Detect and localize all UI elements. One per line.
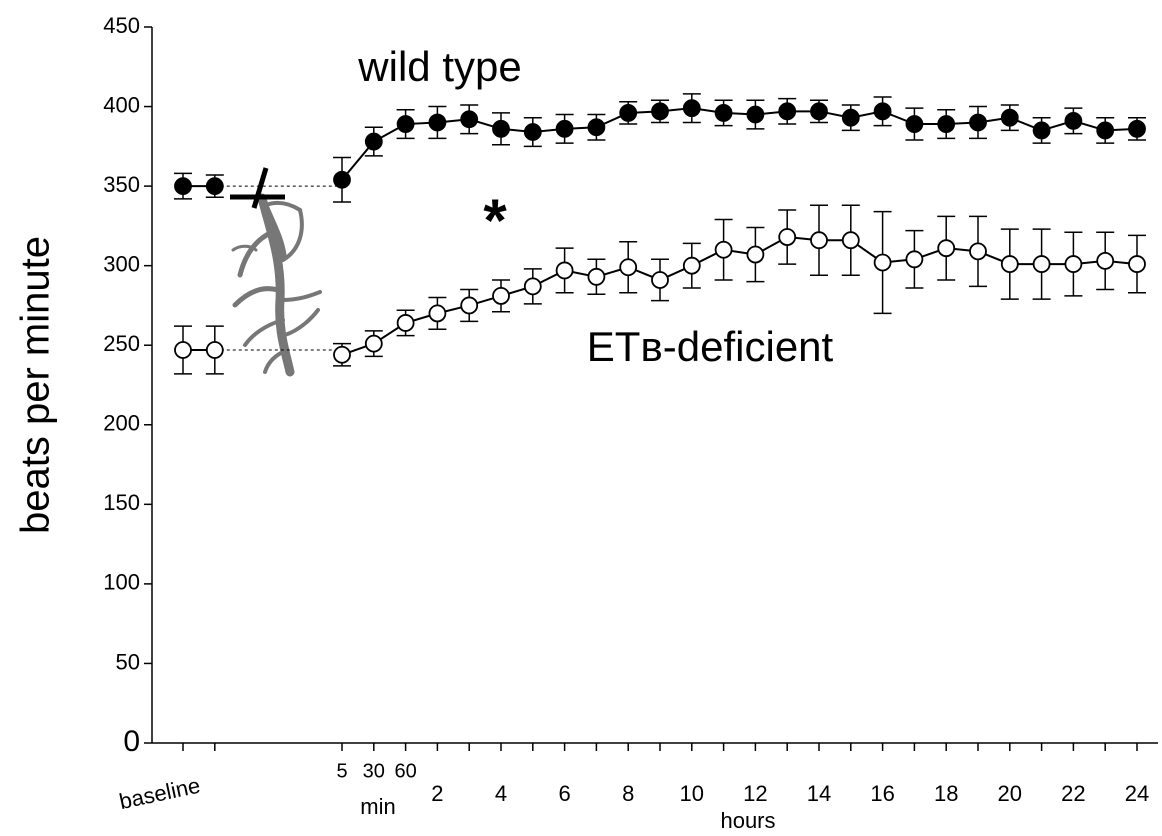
y-tick-label: 200 <box>103 411 140 436</box>
data-point <box>587 267 606 286</box>
data-point <box>746 105 765 124</box>
data-point <box>333 170 351 189</box>
data-point <box>1096 251 1115 270</box>
data-point <box>205 341 224 359</box>
data-point <box>205 177 224 196</box>
data-point <box>587 118 606 137</box>
data-point <box>1032 255 1051 273</box>
data-point <box>460 110 479 129</box>
data-point <box>492 286 510 305</box>
y-tick-label: 100 <box>103 570 140 595</box>
x-group-label: min <box>360 794 395 819</box>
data-point <box>1032 121 1051 140</box>
data-point <box>555 119 574 138</box>
y-tick-label: 150 <box>103 490 140 515</box>
data-point <box>905 115 924 133</box>
data-point <box>460 296 479 315</box>
data-point <box>841 108 860 127</box>
x-tick-label: 2 <box>431 781 443 806</box>
data-point <box>428 304 447 323</box>
x-tick-label: 14 <box>807 781 831 806</box>
data-point <box>682 99 701 118</box>
annotation: wild type <box>357 43 521 90</box>
data-point <box>873 102 892 121</box>
data-point <box>523 123 542 141</box>
data-point <box>1064 255 1083 273</box>
y-tick-label: 300 <box>103 251 140 276</box>
data-point <box>651 271 669 289</box>
x-tick-label: 30 <box>363 760 385 782</box>
x-tick-label: 16 <box>870 781 894 806</box>
data-point <box>778 102 797 121</box>
data-point <box>396 115 415 133</box>
x-tick-label: 6 <box>558 781 570 806</box>
data-point <box>1128 255 1146 273</box>
data-point <box>714 104 733 122</box>
x-tick-label: 8 <box>622 781 634 806</box>
data-point <box>810 102 828 121</box>
x-tick-label: 60 <box>394 760 416 782</box>
x-tick-label: 12 <box>743 781 767 806</box>
x-group-label: baseline <box>117 773 202 814</box>
data-point <box>651 102 669 121</box>
data-point <box>1096 121 1115 140</box>
y-tick-label: 0 <box>123 725 140 758</box>
y-tick-label: 250 <box>103 331 140 356</box>
data-point <box>778 228 797 246</box>
x-tick-label: 20 <box>998 781 1022 806</box>
data-point <box>841 231 860 250</box>
data-point <box>174 177 192 196</box>
data-point <box>937 239 956 258</box>
data-point <box>396 314 415 332</box>
x-group-label: hours <box>720 808 775 833</box>
y-axis-label: beats per minute <box>14 236 58 534</box>
y-tick-label: 400 <box>103 92 140 117</box>
data-point <box>619 258 638 277</box>
annotation: ETʙ-deficient <box>587 323 834 370</box>
cut-mark <box>230 167 285 209</box>
neuron-illustration <box>231 193 322 377</box>
data-point <box>746 245 765 264</box>
data-point <box>937 115 956 133</box>
data-point <box>905 250 924 269</box>
data-point <box>1000 255 1019 273</box>
x-tick-label: 5 <box>336 760 347 782</box>
data-point <box>619 104 638 122</box>
x-tick-label: 4 <box>495 781 507 806</box>
data-point <box>873 253 892 272</box>
data-point <box>333 345 351 364</box>
data-point <box>364 334 383 353</box>
y-tick-label: 50 <box>116 649 140 674</box>
annotation: * <box>483 187 507 254</box>
data-point <box>492 119 510 138</box>
data-point <box>174 341 192 359</box>
y-tick-label: 450 <box>103 13 140 38</box>
data-point <box>1064 111 1083 130</box>
data-point <box>810 231 828 250</box>
data-point <box>714 240 733 259</box>
data-point <box>682 256 701 275</box>
data-point <box>1000 108 1019 127</box>
data-point <box>1128 119 1146 138</box>
x-tick-label: 22 <box>1061 781 1085 806</box>
x-tick-label: 24 <box>1125 781 1149 806</box>
y-tick-label: 350 <box>103 172 140 197</box>
data-point <box>523 277 542 296</box>
data-point <box>969 242 987 261</box>
x-tick-label: 18 <box>934 781 958 806</box>
data-point <box>555 261 574 280</box>
data-point <box>969 113 987 132</box>
data-point <box>428 113 447 132</box>
data-point <box>364 132 383 151</box>
x-tick-label: 10 <box>680 781 704 806</box>
